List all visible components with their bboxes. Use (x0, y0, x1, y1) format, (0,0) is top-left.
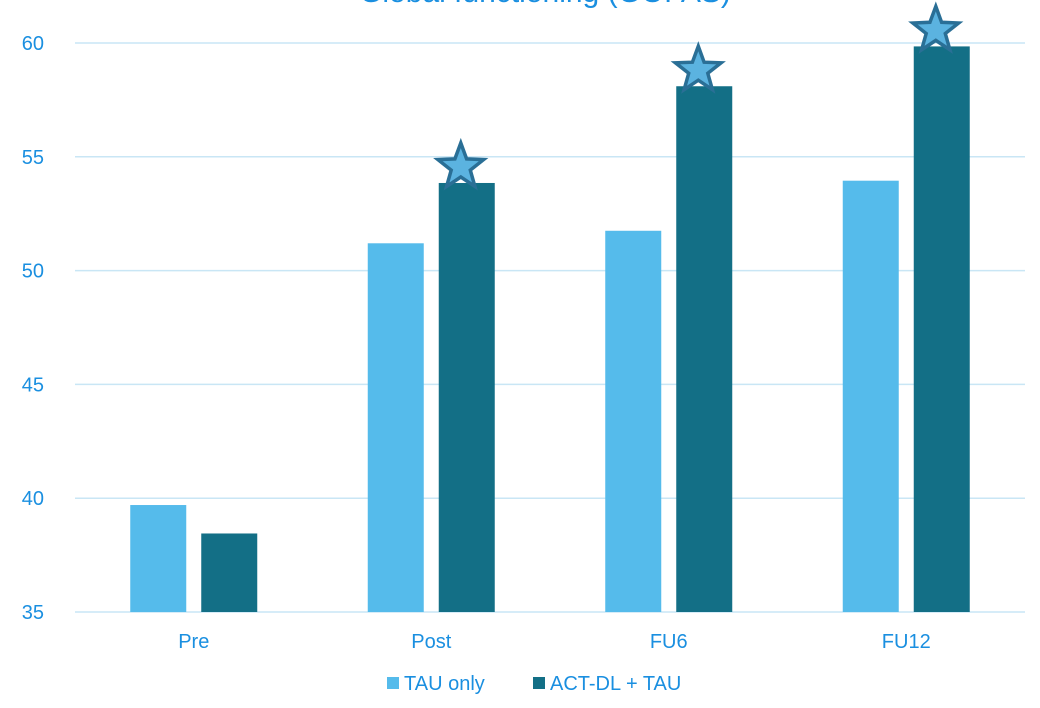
legend-label: TAU only (404, 673, 485, 695)
bar (605, 230, 662, 612)
bar (130, 505, 187, 612)
legend-label: ACT-DL + TAU (550, 673, 681, 695)
bar (842, 180, 899, 612)
y-tick-label: 55 (22, 147, 44, 169)
y-tick-label: 40 (22, 488, 44, 510)
y-tick-label: 45 (22, 374, 44, 396)
bar (438, 182, 495, 612)
significance-star-icon (433, 137, 489, 191)
significance-star-icon (670, 41, 726, 94)
significance-star-icon (908, 1, 964, 54)
chart-title: Global functioning (GOFAS) (359, 0, 731, 9)
bar (676, 86, 733, 612)
x-axis-tick-labels: Pre Post FU6 FU12 (178, 631, 931, 653)
bar (367, 243, 424, 612)
legend-swatch (533, 677, 545, 689)
legend-swatch (387, 677, 399, 689)
y-tick-label: 35 (22, 602, 44, 624)
significance-stars (433, 1, 964, 191)
legend[interactable]: TAU only ACT-DL + TAU (387, 673, 681, 695)
bar (913, 46, 970, 612)
x-tick-label: Post (411, 631, 451, 653)
y-tick-label: 60 (22, 33, 44, 55)
x-tick-label: FU12 (882, 631, 931, 653)
y-tick-label: 50 (22, 261, 44, 283)
x-tick-label: Pre (178, 631, 209, 653)
bar (201, 533, 258, 612)
x-tick-label: FU6 (650, 631, 688, 653)
bars (130, 46, 970, 612)
y-axis-tick-labels: 35 40 45 50 55 60 (22, 33, 44, 624)
